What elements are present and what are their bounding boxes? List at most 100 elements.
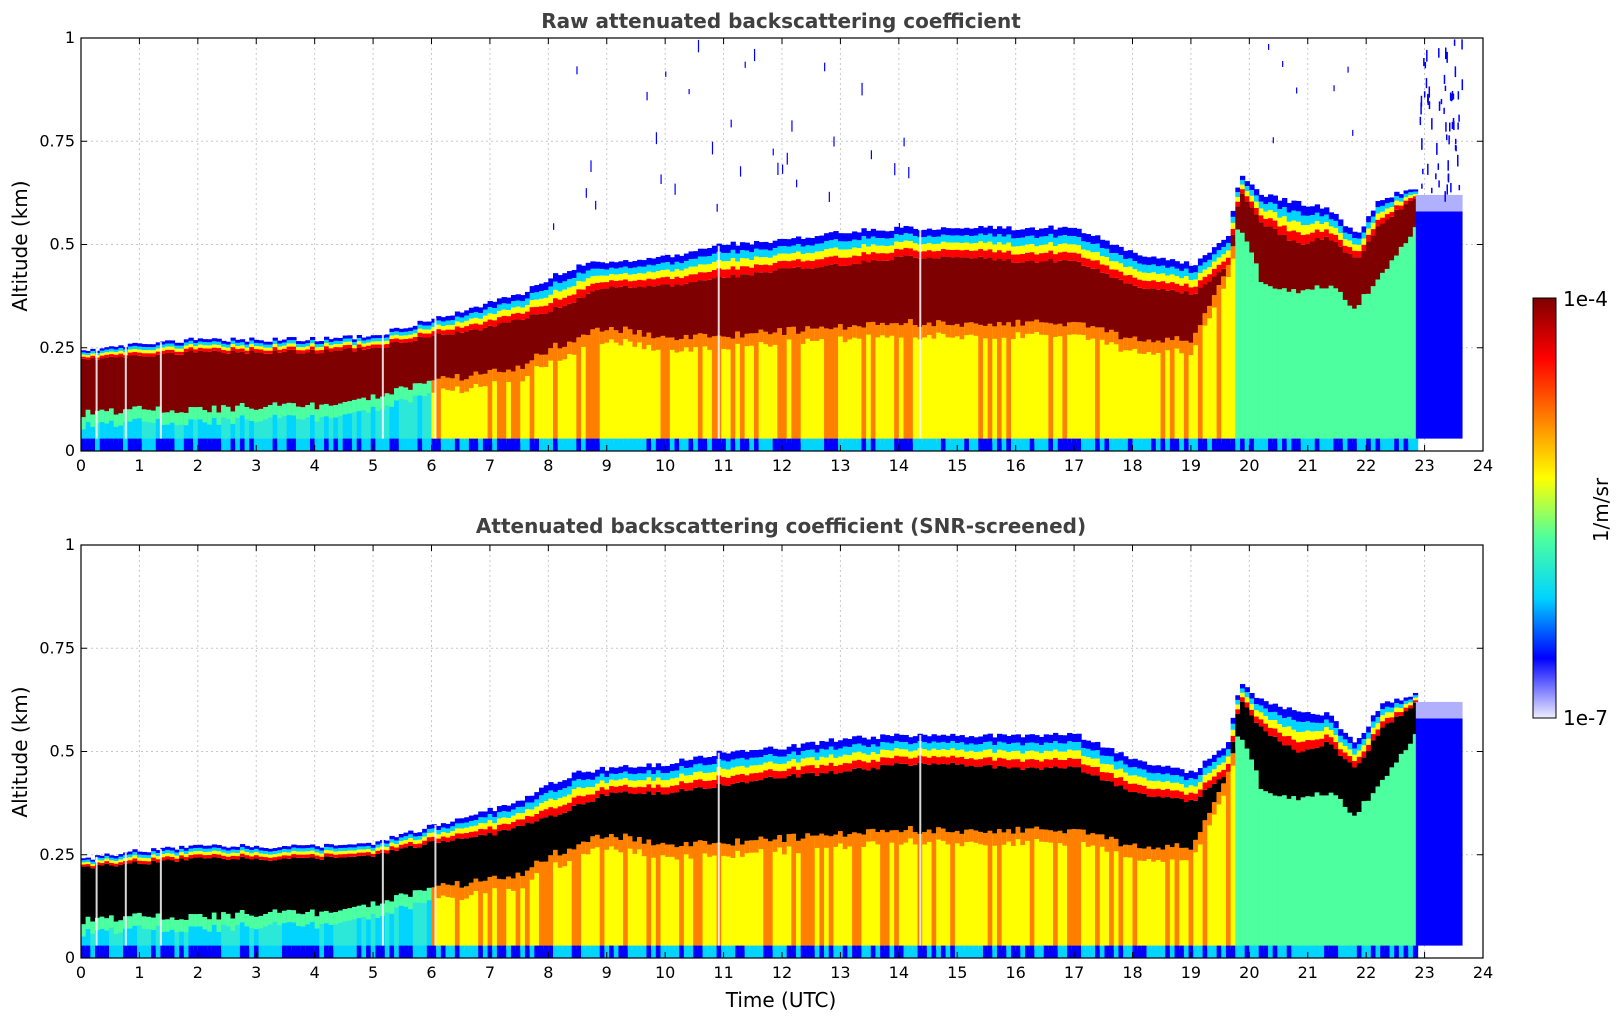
heatmap-cell [118, 356, 124, 414]
heatmap-cell [1221, 748, 1227, 756]
heatmap-cell [366, 849, 372, 853]
heatmap-cell [1375, 945, 1381, 958]
heatmap-cell [1104, 780, 1110, 840]
heatmap-cell [1319, 288, 1325, 301]
heatmap-cell [954, 228, 961, 236]
heatmap-cell [380, 438, 386, 451]
heatmap-cell [847, 738, 853, 748]
heatmap-cell [1375, 213, 1381, 220]
heatmap-cell [767, 257, 774, 266]
heatmap-cell [1155, 340, 1162, 443]
noise-speck [1423, 91, 1426, 98]
heatmap-cell [847, 233, 853, 242]
heatmap-cell [669, 337, 676, 350]
heatmap-cell [1286, 221, 1292, 232]
heatmap-cell [370, 901, 377, 950]
heatmap-cell [1155, 340, 1162, 353]
heatmap-cell [1197, 280, 1204, 288]
heatmap-cell [286, 343, 292, 347]
heatmap-cell [683, 945, 690, 958]
heatmap-cell [1286, 726, 1292, 736]
heatmap-cell [903, 756, 909, 764]
heatmap-cell [805, 438, 811, 451]
heatmap-cell [1160, 265, 1166, 274]
heatmap-cell [758, 836, 764, 849]
heatmap-cell [221, 945, 227, 958]
heatmap-cell [744, 250, 750, 259]
heatmap-cell [1389, 945, 1395, 958]
heatmap-cell [1076, 750, 1082, 759]
heatmap-cell [113, 346, 119, 350]
heatmap-cell [141, 864, 148, 917]
heatmap-cell [85, 355, 91, 358]
heatmap-cell [1291, 210, 1297, 221]
heatmap-cell [1188, 849, 1194, 863]
heatmap-cell [1062, 743, 1068, 752]
heatmap-cell [1062, 438, 1068, 451]
data-gap [919, 734, 922, 946]
heatmap-cell [894, 248, 900, 257]
heatmap-cell [324, 945, 330, 958]
heatmap-cell [1197, 325, 1204, 338]
heatmap-cell [127, 860, 134, 864]
heatmap-cell [655, 256, 662, 265]
heatmap-cell [973, 830, 979, 950]
heatmap-cell [1034, 768, 1040, 827]
heatmap-cell [557, 806, 563, 815]
heatmap-cell [1090, 260, 1096, 269]
heatmap-cell [721, 269, 727, 278]
heatmap-cell [553, 791, 559, 801]
noise-speck [1448, 135, 1450, 145]
heatmap-cell [1211, 268, 1218, 277]
heatmap-cell [81, 417, 87, 430]
heatmap-cell [894, 323, 900, 443]
heatmap-cell [431, 322, 437, 327]
heatmap-cell [581, 273, 587, 282]
heatmap-cell [711, 764, 718, 772]
heatmap-cell [567, 945, 573, 958]
heatmap-cell [1272, 212, 1278, 221]
heatmap-cell [1366, 293, 1372, 307]
heatmap-cell [1006, 322, 1012, 443]
heatmap-cell [739, 337, 746, 443]
heatmap-cell [814, 438, 820, 451]
heatmap-cell [1015, 229, 1021, 239]
heatmap-cell [450, 378, 456, 391]
heatmap-cell [146, 409, 152, 423]
heatmap-cell [842, 836, 849, 950]
heatmap-cell [258, 915, 264, 929]
heatmap-cell [1333, 749, 1339, 796]
heatmap-cell [1258, 222, 1264, 283]
heatmap-cell [1300, 797, 1307, 810]
heatmap-cell [898, 832, 905, 845]
heatmap-cell [758, 264, 764, 273]
heatmap-cell [875, 324, 881, 443]
heatmap-cell [679, 758, 685, 767]
heatmap-cell [127, 355, 134, 410]
heatmap-cell [758, 764, 764, 773]
heatmap-cell [338, 910, 344, 950]
heatmap-cell [889, 230, 895, 239]
heatmap-cell [426, 337, 433, 381]
x-tick-label: 3 [251, 456, 261, 475]
heatmap-cell [1043, 236, 1049, 245]
heatmap-cell [856, 767, 863, 834]
heatmap-cell [1408, 236, 1414, 443]
heatmap-cell [833, 239, 839, 248]
heatmap-cell [898, 749, 905, 757]
heatmap-cell [688, 782, 694, 791]
heatmap-cell [828, 836, 835, 849]
heatmap-cell [352, 399, 358, 413]
heatmap-cell [1216, 750, 1222, 758]
heatmap-cell [356, 905, 362, 950]
heatmap-cell [1398, 194, 1405, 198]
heatmap-cell [1179, 293, 1185, 341]
heatmap-cell [426, 828, 433, 834]
noise-speck [1347, 66, 1349, 73]
heatmap-cell [543, 282, 549, 291]
heatmap-cell [403, 839, 409, 844]
heatmap-cell [852, 438, 858, 451]
heatmap-cell [1254, 770, 1260, 950]
heatmap-cell [557, 348, 563, 443]
heatmap-cell [375, 335, 381, 339]
